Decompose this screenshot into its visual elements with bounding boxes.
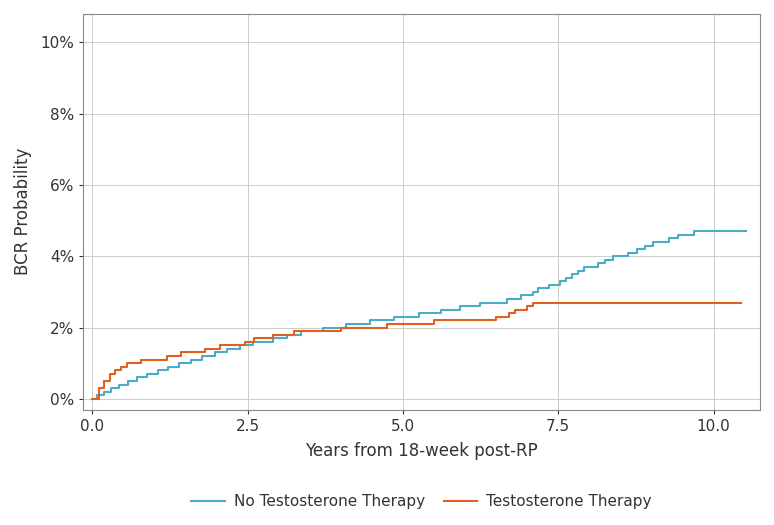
Testosterone Therapy	[111, 371, 120, 377]
Line: Testosterone Therapy: Testosterone Therapy	[92, 302, 741, 399]
Legend: No Testosterone Therapy, Testosterone Therapy: No Testosterone Therapy, Testosterone Th…	[185, 488, 658, 516]
X-axis label: Years from 18-week post-RP: Years from 18-week post-RP	[305, 442, 538, 460]
No Testosterone Therapy	[681, 232, 690, 238]
No Testosterone Therapy	[398, 313, 407, 320]
Testosterone Therapy	[529, 299, 538, 306]
Y-axis label: BCR Probability: BCR Probability	[14, 148, 32, 276]
No Testosterone Therapy	[741, 228, 751, 235]
Testosterone Therapy	[414, 321, 423, 327]
No Testosterone Therapy	[632, 249, 641, 256]
No Testosterone Therapy	[283, 335, 292, 341]
No Testosterone Therapy	[716, 228, 725, 235]
No Testosterone Therapy	[87, 396, 97, 402]
Testosterone Therapy	[351, 324, 361, 331]
Testosterone Therapy	[99, 385, 108, 391]
No Testosterone Therapy	[690, 228, 699, 235]
Testosterone Therapy	[737, 299, 746, 306]
Testosterone Therapy	[87, 396, 97, 402]
No Testosterone Therapy	[349, 321, 358, 327]
Testosterone Therapy	[215, 346, 224, 352]
Testosterone Therapy	[516, 307, 526, 313]
Line: No Testosterone Therapy: No Testosterone Therapy	[92, 232, 746, 399]
